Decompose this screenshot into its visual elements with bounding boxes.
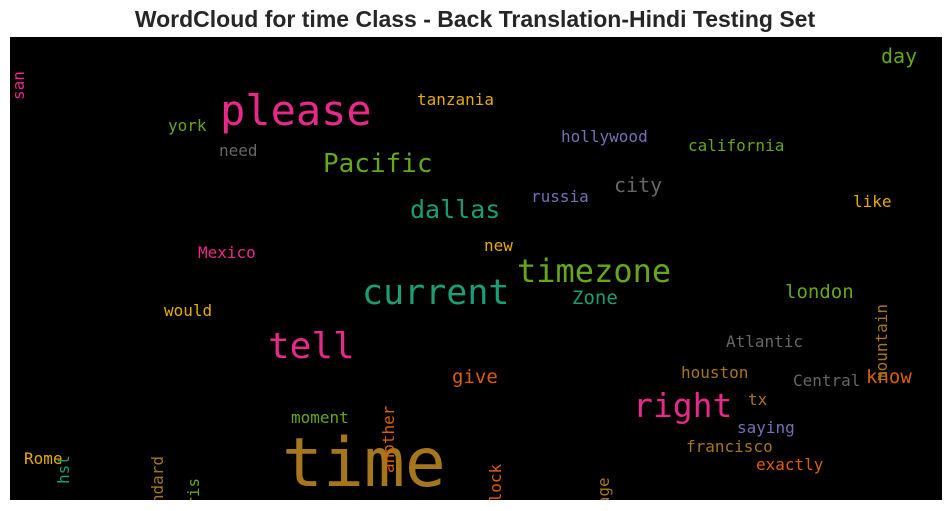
word-london: london: [785, 281, 854, 303]
word-need: need: [219, 141, 258, 160]
word-exactly: exactly: [756, 455, 824, 474]
word-know: know: [866, 366, 912, 388]
word-tx: tx: [748, 390, 768, 409]
chart-title: WordCloud for time Class - Back Translat…: [134, 6, 816, 32]
word-houston: houston: [681, 363, 749, 382]
word-tanzania: tanzania: [417, 90, 495, 109]
word-new: new: [484, 236, 513, 255]
word-another: another: [379, 405, 398, 474]
word-anchorage: anchorage: [594, 477, 613, 500]
word-saying: saying: [737, 418, 795, 437]
word-clock: clock: [486, 463, 505, 500]
word-pacific: Pacific: [323, 149, 433, 179]
word-mexico: Mexico: [198, 243, 256, 262]
word-zone: Zone: [572, 287, 618, 309]
word-timezone: timezone: [517, 252, 672, 290]
word-would: would: [164, 301, 213, 320]
word-standard: Standard: [148, 455, 167, 500]
wordcloud-canvas: time please current timezone tell right Pacifi…: [10, 37, 942, 500]
word-moment: moment: [291, 408, 349, 427]
word-day: day: [881, 44, 918, 68]
word-like: like: [853, 192, 892, 211]
word-atlantic: Atlantic: [726, 332, 804, 351]
word-tell: tell: [268, 326, 355, 367]
word-paris: paris: [184, 478, 203, 500]
word-francisco: francisco: [686, 437, 773, 456]
word-york: york: [168, 116, 207, 135]
word-central: Central: [793, 371, 861, 390]
word-russia: russia: [531, 187, 589, 206]
word-mountain: mountain: [872, 303, 891, 382]
word-current: current: [362, 273, 510, 313]
word-rome: Rome: [24, 449, 63, 468]
word-san: san: [10, 70, 28, 100]
word-please: please: [220, 86, 372, 135]
word-dallas: dallas: [410, 195, 501, 224]
word-time: time: [282, 424, 446, 500]
word-city: city: [614, 173, 663, 197]
word-give: give: [452, 366, 498, 388]
word-hollywood: hollywood: [561, 127, 648, 146]
word-california: california: [688, 136, 785, 155]
word-right: right: [633, 386, 733, 425]
